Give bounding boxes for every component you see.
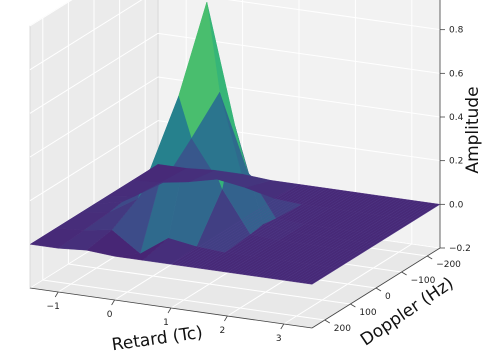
mesh-line [290, 201, 419, 282]
mesh-line [273, 198, 402, 280]
mesh-line [269, 198, 398, 279]
z-axis-tick-label: 0.0 [449, 200, 464, 210]
mesh-line [234, 193, 363, 274]
y-axis-tick [426, 255, 433, 260]
mesh-line [220, 191, 349, 272]
mesh-line [294, 201, 423, 283]
mesh-line [170, 184, 300, 265]
grid-line [227, 0, 441, 31]
mesh-line [262, 197, 391, 278]
y-axis-tick [375, 287, 382, 292]
mesh-line [266, 197, 395, 279]
grid-line [29, 0, 143, 71]
y-axis-tick-label: 100 [359, 308, 376, 318]
x-axis-tick [224, 315, 228, 322]
x-axis-tick [167, 307, 172, 314]
y-axis-tick-label: −100 [411, 276, 436, 286]
mesh-line [192, 187, 321, 268]
x-axis-tick [111, 299, 115, 306]
mesh-line [308, 203, 437, 285]
mesh-line [227, 192, 356, 273]
z-axis-tick-label: 0.2 [449, 157, 463, 167]
x-axis-tick-label: 0 [107, 310, 113, 320]
mesh-line [311, 204, 441, 285]
mesh-line [184, 186, 314, 267]
mesh-line [241, 194, 370, 275]
mesh-line [199, 188, 328, 269]
mesh-line [181, 185, 310, 267]
mesh-line [255, 196, 384, 277]
mesh-line [213, 190, 342, 271]
mesh-line [248, 195, 377, 276]
y-axis-tick [350, 303, 356, 308]
x-axis-tick [280, 323, 285, 330]
mesh-line [283, 200, 412, 281]
grid-line [68, 263, 351, 305]
mesh-line [276, 199, 405, 280]
y-axis-tick-label: 0 [385, 292, 391, 302]
y-axis-tick-label: −200 [436, 260, 461, 270]
mesh-line [202, 188, 331, 270]
x-axis-label: Retard (Tc) [111, 323, 204, 352]
y-axis-tick [401, 271, 407, 276]
mesh-line [259, 196, 388, 278]
mesh-line [216, 190, 345, 272]
mesh-line [287, 200, 416, 282]
mesh-line [188, 186, 317, 268]
x-axis-tick [54, 291, 59, 298]
mesh-line [304, 203, 434, 284]
mesh-line [209, 189, 338, 271]
mesh-line [301, 202, 430, 284]
grid-line [29, 120, 159, 202]
grid-line [42, 279, 325, 321]
x-axis-tick-label: 3 [276, 334, 282, 344]
mesh-line [174, 184, 303, 266]
surface-mesh [29, 1, 441, 285]
mesh-line [280, 199, 409, 281]
mesh-line [177, 185, 307, 266]
mesh-line [206, 189, 335, 270]
y-axis-tick [324, 319, 331, 324]
mesh-line [251, 195, 381, 277]
mesh-line [237, 193, 367, 275]
mesh-line [244, 194, 374, 276]
x-axis-tick-label: 2 [220, 326, 226, 336]
z-axis-tick-label: 0.4 [449, 113, 464, 123]
x-axis-tick-label: −1 [47, 302, 60, 312]
y-axis-tick-label: 200 [334, 324, 351, 334]
mesh-line [230, 192, 360, 274]
grid-line [29, 76, 159, 158]
surface-cell [131, 164, 187, 183]
z-axis-tick-label: 0.6 [449, 69, 464, 79]
grid-line [29, 0, 73, 27]
mesh-line [223, 191, 352, 273]
axis-ticks: −1 0 1 2 3 −200−100 0 100 200 −0.2 0.0 0.2 0.4 0.6 0.8… [47, 26, 471, 344]
mesh-line [297, 202, 427, 283]
mesh-line [195, 187, 324, 269]
z-axis-label: Amplitude [463, 86, 483, 173]
z-axis-tick-label: −0.2 [449, 244, 471, 254]
z-axis-tick-label: 0.8 [449, 26, 464, 36]
grid-line [29, 32, 159, 114]
x-axis-tick-label: 1 [163, 318, 169, 328]
